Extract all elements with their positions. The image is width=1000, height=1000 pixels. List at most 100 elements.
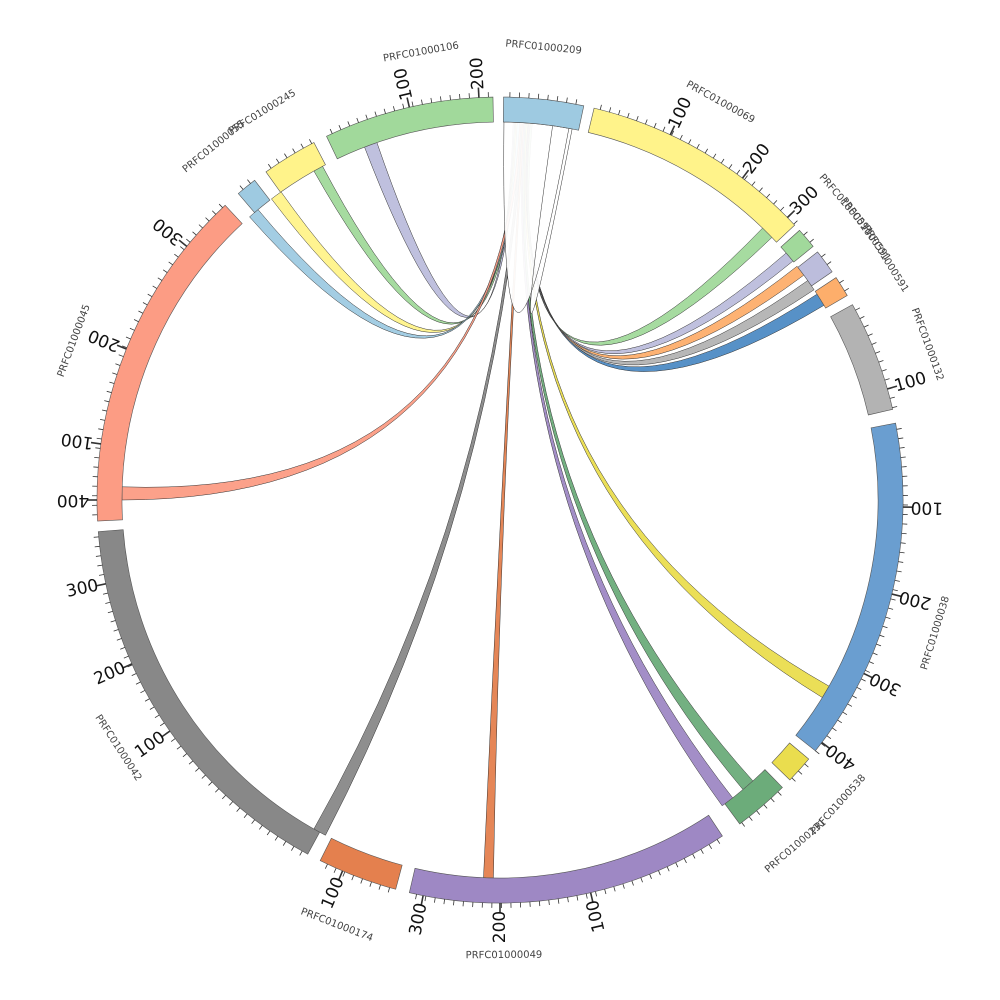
minor-tick: [383, 108, 386, 114]
minor-tick: [793, 220, 798, 225]
minor-tick: [736, 169, 741, 175]
minor-tick: [99, 418, 106, 421]
minor-tick: [180, 246, 185, 250]
minor-tick: [118, 354, 124, 357]
minor-tick: [855, 307, 861, 311]
minor-tick: [324, 864, 328, 869]
minor-tick: [878, 360, 884, 363]
minor-tick: [369, 881, 372, 887]
minor-tick: [798, 770, 803, 775]
segment-label-prfc01000106: PRFC01000106: [382, 40, 459, 64]
minor-tick: [556, 96, 559, 102]
minor-tick: [174, 253, 179, 258]
minor-tick: [683, 858, 687, 864]
major-tick: [90, 441, 102, 445]
minor-tick: [133, 319, 139, 323]
minor-tick: [116, 638, 122, 641]
minor-tick: [666, 866, 670, 872]
minor-tick: [424, 896, 427, 902]
minor-tick: [105, 601, 111, 604]
minor-tick: [112, 372, 118, 375]
minor-tick: [566, 97, 568, 103]
minor-tick: [443, 899, 446, 905]
minor-tick: [879, 634, 885, 638]
minor-tick: [649, 874, 652, 879]
minor-tick: [113, 629, 119, 632]
major-tick: [337, 870, 344, 881]
minor-tick: [392, 106, 396, 112]
minor-tick: [885, 616, 891, 619]
tick-label: 300: [149, 213, 187, 249]
minor-tick: [94, 545, 100, 548]
minor-tick: [876, 643, 882, 647]
segment-label-prfc01000591c: PRFC01000591: [860, 224, 910, 295]
segment-label-prfc01000231: PRFC01000231: [763, 817, 828, 875]
link-ribbon: [524, 122, 830, 698]
segment-arc-prfc01000209: [502, 96, 585, 131]
minor-tick: [777, 791, 782, 796]
minor-tick: [692, 853, 696, 859]
minor-tick: [815, 750, 820, 755]
minor-tick: [430, 97, 433, 103]
minor-tick: [852, 695, 857, 699]
minor-tick: [882, 625, 888, 629]
major-tick: [589, 892, 594, 903]
minor-tick: [338, 124, 342, 130]
segment-arc-prfc01000069: [587, 107, 796, 243]
minor-tick: [144, 698, 150, 702]
tick-label: 400: [57, 490, 89, 510]
minor-tick: [804, 763, 809, 768]
minor-tick: [741, 822, 746, 827]
tick-label: 200: [91, 658, 129, 689]
minor-tick: [109, 381, 115, 384]
minor-tick: [896, 428, 902, 430]
minor-tick: [106, 390, 112, 394]
minor-tick: [547, 94, 549, 100]
minor-tick: [208, 781, 213, 786]
minor-tick: [868, 661, 874, 665]
minor-tick: [675, 862, 679, 868]
minor-tick: [773, 200, 778, 205]
minor-tick: [884, 378, 890, 381]
minor-tick: [791, 777, 796, 782]
tick-label: 300: [406, 901, 432, 937]
minor-tick: [832, 727, 837, 732]
tick-label: 200: [739, 140, 775, 178]
minor-tick: [744, 175, 748, 180]
ticks-layer: 100 200 100 200 300 100 100 200 300 400 100 200 300 1…: [57, 57, 944, 943]
minor-tick: [900, 456, 906, 458]
minor-tick: [236, 807, 241, 812]
minor-tick: [205, 217, 210, 222]
tick-label: 100: [665, 94, 697, 132]
minor-tick: [342, 871, 346, 877]
minor-tick: [803, 231, 808, 236]
minor-tick: [211, 210, 217, 215]
minor-tick: [759, 187, 763, 192]
major-tick: [863, 672, 874, 679]
major-tick: [477, 87, 480, 98]
minor-tick: [780, 206, 785, 211]
segment-label-prfc01000174: PRFC01000174: [299, 906, 374, 944]
minor-tick: [300, 143, 304, 149]
tick-label: 300: [866, 668, 904, 700]
tick-label: 100: [318, 874, 349, 912]
segment-arc-prfc01000591b: [797, 251, 833, 287]
minor-tick: [152, 285, 158, 289]
minor-tick: [548, 899, 550, 906]
minor-tick: [696, 143, 700, 149]
major-tick: [122, 663, 133, 669]
minor-tick: [856, 686, 862, 691]
tick-label: 300: [64, 576, 100, 602]
minor-tick: [844, 287, 850, 292]
minor-tick: [292, 148, 296, 154]
major-tick: [786, 209, 796, 219]
segment-arc-prfc01000591a: [780, 229, 814, 263]
minor-tick: [865, 669, 870, 673]
minor-tick: [201, 774, 206, 779]
minor-tick: [218, 203, 223, 208]
minor-tick: [239, 185, 244, 190]
major-tick: [178, 239, 188, 248]
minor-tick: [356, 117, 359, 123]
minor-tick: [881, 369, 887, 372]
